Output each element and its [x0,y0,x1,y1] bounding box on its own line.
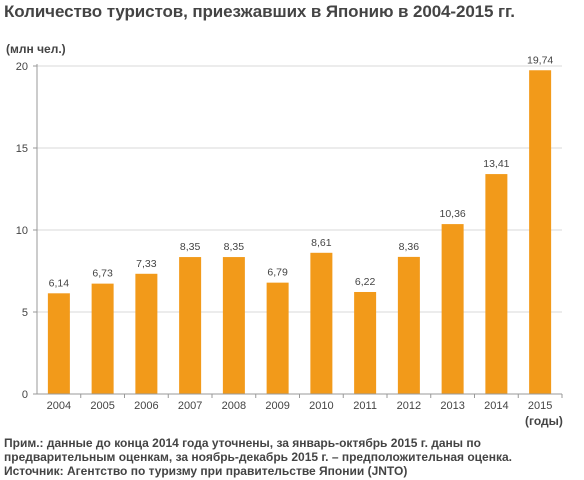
x-tick-label-2008: 2008 [222,400,246,412]
bar-2007 [179,257,202,394]
value-label-2009: 6,79 [267,267,288,279]
bar-2012 [397,256,420,394]
x-tick-label-2013: 2013 [440,400,464,412]
x-tick-label-2014: 2014 [484,400,508,412]
bar-2004 [47,293,70,394]
value-label-2007: 8,35 [180,241,201,253]
x-tick-label-2010: 2010 [309,400,333,412]
y-tick-label: 10 [16,225,28,237]
value-labels: 6,14 6,73 7,33 8,35 8,35 6,79 8,61 6,22 8,36 10,3… [49,54,554,289]
bar-2015 [529,70,552,394]
value-label-2011: 6,22 [355,276,376,288]
x-tick-label-2015: 2015 [528,400,552,412]
x-tick-label-2007: 2007 [178,400,202,412]
value-label-2008: 8,35 [224,241,245,253]
bar-2010 [310,252,333,394]
bars [47,70,552,394]
bar-2009 [266,282,289,394]
bar-2008 [222,257,245,394]
x-tick-label-2011: 2011 [353,400,377,412]
value-label-2015: 19,74 [527,54,553,66]
value-label-2010: 8,61 [311,237,332,249]
note-line-1: Прим.: данные до конца 2014 года уточнен… [4,436,481,450]
x-tick-label-2004: 2004 [47,400,71,412]
x-tick-label-2012: 2012 [397,400,421,412]
bar-2005 [91,283,114,394]
y-tick-label: 15 [16,143,28,155]
x-axis-unit-label: (годы) [525,414,563,428]
axes: 0 5 10 15 20 2004 2005 2006 2007 2008 2009 2010 2011… [16,61,563,412]
chart-title: Количество туристов, приезжавших в Япони… [4,2,515,21]
bar-2014 [485,174,508,394]
y-tick-label: 5 [22,307,28,319]
bar-2011 [354,291,377,394]
y-tick-label: 20 [16,61,28,73]
y-axis-unit-label: (млн чел.) [6,42,66,56]
bar-2006 [135,273,158,394]
bar-2013 [441,224,464,394]
value-label-2006: 7,33 [136,258,157,270]
x-tick-label-2005: 2005 [90,400,114,412]
y-tick-label: 0 [22,389,28,401]
value-label-2005: 6,73 [92,268,113,280]
footnotes: Прим.: данные до конца 2014 года уточнен… [4,436,582,478]
source-line: Источник: Агентство по туризму при прави… [4,464,408,478]
value-label-2004: 6,14 [49,277,70,289]
value-label-2012: 8,36 [399,241,420,253]
x-tick-label-2009: 2009 [265,400,289,412]
grid-lines [37,65,562,313]
value-label-2014: 13,41 [483,158,509,170]
x-tick-label-2006: 2006 [134,400,158,412]
note-line-2: предварительным оценкам, за ноябрь-декаб… [4,450,512,464]
value-label-2013: 10,36 [439,208,465,220]
